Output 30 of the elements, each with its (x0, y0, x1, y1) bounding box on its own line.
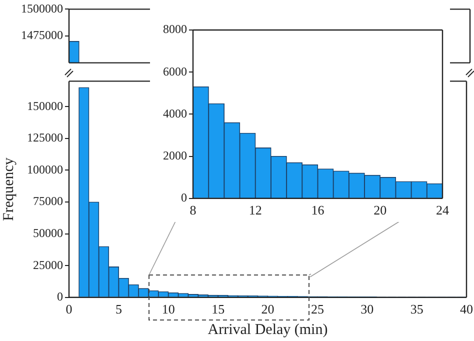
x-tick-label: 25 (310, 302, 324, 317)
y-tick-label: 6000 (163, 64, 187, 78)
x-tick-label: 16 (311, 202, 325, 218)
y-tick-label: 8000 (163, 22, 187, 36)
y-tick-label: 100000 (27, 162, 63, 176)
y-tick-label: 0 (57, 290, 63, 304)
x-tick-label: 0 (66, 302, 72, 317)
x-tick-label: 24 (436, 202, 450, 218)
y-axis-title: Frequency (0, 157, 17, 221)
x-tick-label: 10 (162, 302, 175, 317)
y-tick-label: 1500000 (21, 1, 63, 16)
x-tick-label: 35 (410, 302, 424, 317)
x-tick-label: 5 (115, 302, 122, 317)
y-tick-label: 25000 (33, 258, 63, 272)
x-tick-label: 12 (248, 202, 262, 218)
x-axis-title: Arrival Delay (min) (208, 322, 328, 338)
y-tick-label: 1475000 (21, 28, 63, 42)
y-tick-label: 150000 (27, 98, 63, 113)
y-tick-label: 75000 (33, 194, 63, 208)
y-tick-label: 4000 (163, 106, 187, 120)
x-tick-label: 15 (212, 302, 225, 317)
x-tick-label: 20 (261, 302, 274, 317)
x-tick-label: 30 (360, 302, 374, 317)
y-tick-label: 125000 (27, 130, 63, 145)
x-tick-label: 20 (374, 202, 387, 218)
x-tick-label: 40 (460, 302, 473, 317)
y-tick-label: 2000 (163, 148, 187, 162)
y-tick-label: 0 (181, 190, 187, 205)
y-tick-label: 50000 (33, 226, 63, 240)
x-tick-label: 8 (190, 202, 196, 218)
